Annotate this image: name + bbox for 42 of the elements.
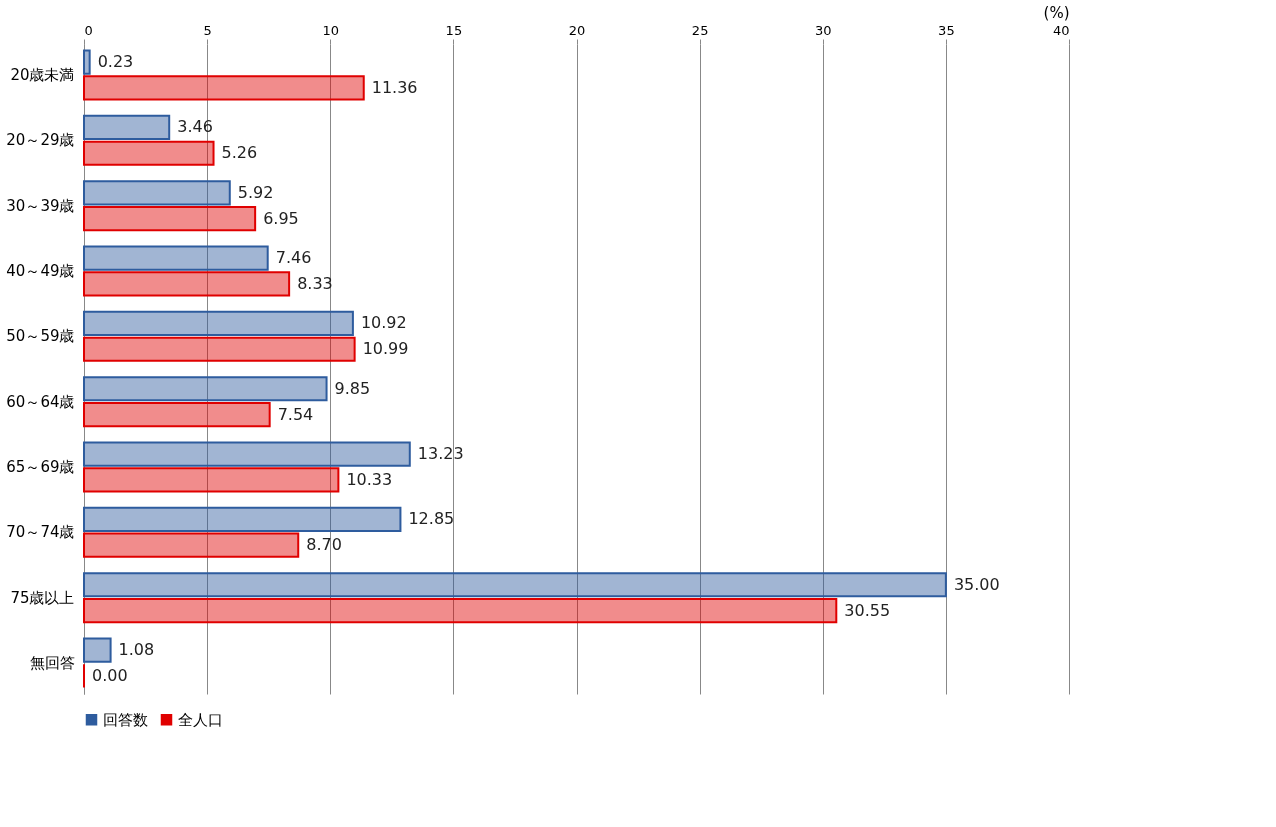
x-tick-label: 10 <box>322 22 340 38</box>
data-label: 0.23 <box>97 52 134 72</box>
x-tick-label: 15 <box>445 22 463 38</box>
legend-label: 全人口 <box>178 710 223 729</box>
x-tick-label: 35 <box>938 22 955 38</box>
x-tick-label: 40 <box>1052 22 1070 38</box>
data-label: 10.92 <box>360 313 407 333</box>
y-tick-label: 50～59歳 <box>6 327 75 346</box>
data-label: 10.33 <box>346 469 393 489</box>
data-label: 6.95 <box>263 208 299 228</box>
x-tick-label: 30 <box>814 22 832 38</box>
data-label: 13.23 <box>417 444 464 464</box>
data-label: 10.99 <box>362 339 409 359</box>
legend-label: 回答数 <box>103 710 148 729</box>
data-label: 35.00 <box>953 574 1000 594</box>
data-label: 8.33 <box>297 273 333 293</box>
y-tick-label: 65～69歳 <box>6 457 75 476</box>
y-tick-label: 75歳以上 <box>10 588 75 607</box>
data-label: 5.92 <box>237 182 274 202</box>
data-label: 3.46 <box>177 117 213 137</box>
data-label: 7.54 <box>277 404 314 424</box>
y-tick-label: 無回答 <box>29 653 75 672</box>
y-tick-label: 40～49歳 <box>6 262 75 281</box>
x-tick-label: 5 <box>203 22 212 38</box>
data-label: 9.85 <box>334 378 371 398</box>
data-label: 30.55 <box>844 600 891 620</box>
x-tick-label: 25 <box>691 22 709 38</box>
x-tick-label: 0 <box>84 22 93 38</box>
data-label: 12.85 <box>408 509 455 529</box>
y-tick-label: 60～64歳 <box>6 392 75 411</box>
data-label: 1.08 <box>118 640 155 660</box>
y-tick-label: 30～39歳 <box>6 196 75 215</box>
data-label: 0.00 <box>92 665 128 685</box>
y-tick-label: 20歳未満 <box>10 66 75 85</box>
data-label: 7.46 <box>275 248 312 268</box>
y-tick-label: 70～74歳 <box>6 523 75 542</box>
data-label: 5.26 <box>221 143 258 163</box>
x-tick-label: 20 <box>568 22 586 38</box>
x-axis-title: (%) <box>1043 3 1070 22</box>
y-tick-label: 20～29歳 <box>6 131 75 150</box>
data-label: 8.70 <box>306 535 342 555</box>
data-label: 11.36 <box>371 77 418 97</box>
